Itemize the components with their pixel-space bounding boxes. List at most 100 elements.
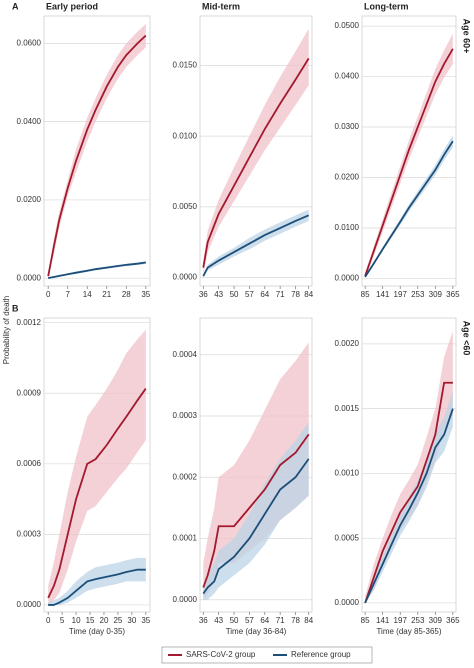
x-tick-label: 57 [245, 290, 254, 299]
confidence-band [203, 422, 309, 600]
x-tick-label: 10 [72, 616, 81, 625]
series-line [202, 57, 310, 268]
y-tick-label: 0.0000 [335, 274, 360, 283]
x-tick-label: 7 [65, 290, 70, 299]
y-tick-label: 0.0000 [335, 598, 360, 607]
legend-box [161, 646, 373, 664]
series-line [202, 433, 310, 588]
x-tick-label: 71 [276, 290, 285, 299]
row-label: Age 60+ [462, 19, 472, 54]
x-tick-label: 0 [46, 616, 51, 625]
confidence-band [48, 329, 146, 605]
x-tick-label: 50 [230, 290, 239, 299]
x-tick-label: 64 [260, 290, 269, 299]
y-tick-label: 0.0200 [335, 173, 360, 182]
x-tick-label: 64 [260, 616, 269, 625]
x-tick-label: 141 [376, 290, 390, 299]
x-tick-label: 15 [86, 616, 95, 625]
plot-frame [361, 317, 457, 613]
y-tick-label: 0.0050 [173, 202, 198, 211]
panel-title: Long-term [364, 1, 409, 11]
y-tick-label: 0.0200 [17, 195, 42, 204]
x-tick-label: 197 [394, 290, 408, 299]
y-tick-label: 0.0020 [335, 339, 360, 348]
x-tick-label: 309 [429, 616, 443, 625]
y-tick-label: 0.0006 [17, 459, 42, 468]
panel-label: A [12, 1, 19, 11]
confidence-band [365, 330, 453, 603]
x-tick-label: 78 [291, 616, 300, 625]
legend-label: SARS-CoV-2 group [186, 650, 256, 659]
y-tick-label: 0.0400 [335, 72, 360, 81]
x-tick-label: 50 [230, 616, 239, 625]
x-tick-label: 71 [276, 616, 285, 625]
plot-frame [199, 317, 313, 613]
x-axis-label: Time (day 0-35) [69, 627, 126, 636]
x-tick-label: 78 [291, 290, 300, 299]
y-tick-label: 0.0001 [173, 534, 198, 543]
confidence-band [365, 33, 453, 279]
x-tick-label: 36 [199, 290, 208, 299]
y-tick-label: 0.0000 [173, 595, 198, 604]
panel-title: Mid-term [202, 1, 240, 11]
series-line [47, 388, 147, 599]
plot-frame [361, 15, 457, 287]
x-tick-label: 365 [446, 290, 460, 299]
y-tick-label: 0.0400 [17, 117, 42, 126]
series-line [202, 214, 310, 277]
x-tick-label: 197 [394, 616, 408, 625]
row-label: Age <60 [462, 321, 472, 356]
confidence-band [203, 28, 309, 275]
x-tick-label: 30 [127, 616, 136, 625]
y-tick-label: 0.0010 [335, 469, 360, 478]
y-tick-label: 0.0005 [335, 533, 360, 542]
x-tick-label: 365 [446, 616, 460, 625]
series-line [202, 458, 310, 595]
y-tick-label: 0.0300 [335, 122, 360, 131]
x-axis-label: Time (day 36-84) [226, 627, 287, 636]
plot-frame [199, 15, 313, 287]
confidence-band [48, 23, 146, 279]
x-tick-label: 84 [304, 616, 313, 625]
x-tick-label: 85 [361, 616, 370, 625]
series-line [47, 34, 147, 277]
x-tick-label: 35 [141, 290, 150, 299]
confidence-band [203, 342, 309, 600]
x-tick-label: 35 [141, 616, 150, 625]
y-tick-label: 0.0000 [17, 273, 42, 282]
x-tick-label: 309 [429, 290, 443, 299]
series-line [364, 381, 453, 604]
y-tick-label: 0.0500 [335, 21, 360, 30]
x-tick-label: 25 [113, 616, 122, 625]
y-tick-label: 0.0012 [17, 318, 42, 327]
y-tick-label: 0.0600 [17, 39, 42, 48]
x-tick-label: 141 [376, 616, 390, 625]
x-tick-label: 57 [245, 616, 254, 625]
y-tick-label: 0.0150 [173, 61, 198, 70]
confidence-band [365, 390, 453, 603]
legend-label: Reference group [291, 650, 351, 659]
x-tick-label: 84 [304, 290, 313, 299]
series-line [364, 140, 454, 278]
x-tick-label: 20 [100, 616, 109, 625]
y-tick-label: 0.0003 [17, 529, 42, 538]
x-tick-label: 43 [214, 290, 223, 299]
series-line [48, 568, 146, 606]
panel-label: B [12, 303, 19, 313]
y-tick-label: 0.0015 [335, 404, 360, 413]
x-tick-label: 14 [83, 290, 92, 299]
x-tick-label: 5 [60, 616, 65, 625]
x-tick-label: 253 [411, 616, 425, 625]
y-tick-label: 0.0000 [173, 273, 198, 282]
y-tick-label: 0.0000 [17, 600, 42, 609]
series-line [364, 48, 454, 277]
x-tick-label: 85 [361, 290, 370, 299]
plot-frame [43, 317, 151, 613]
y-tick-label: 0.0009 [17, 388, 42, 397]
x-tick-label: 43 [214, 616, 223, 625]
y-tick-label: 0.0004 [173, 350, 198, 359]
y-tick-label: 0.0100 [173, 131, 198, 140]
x-tick-label: 28 [122, 290, 131, 299]
y-tick-label: 0.0003 [173, 411, 198, 420]
